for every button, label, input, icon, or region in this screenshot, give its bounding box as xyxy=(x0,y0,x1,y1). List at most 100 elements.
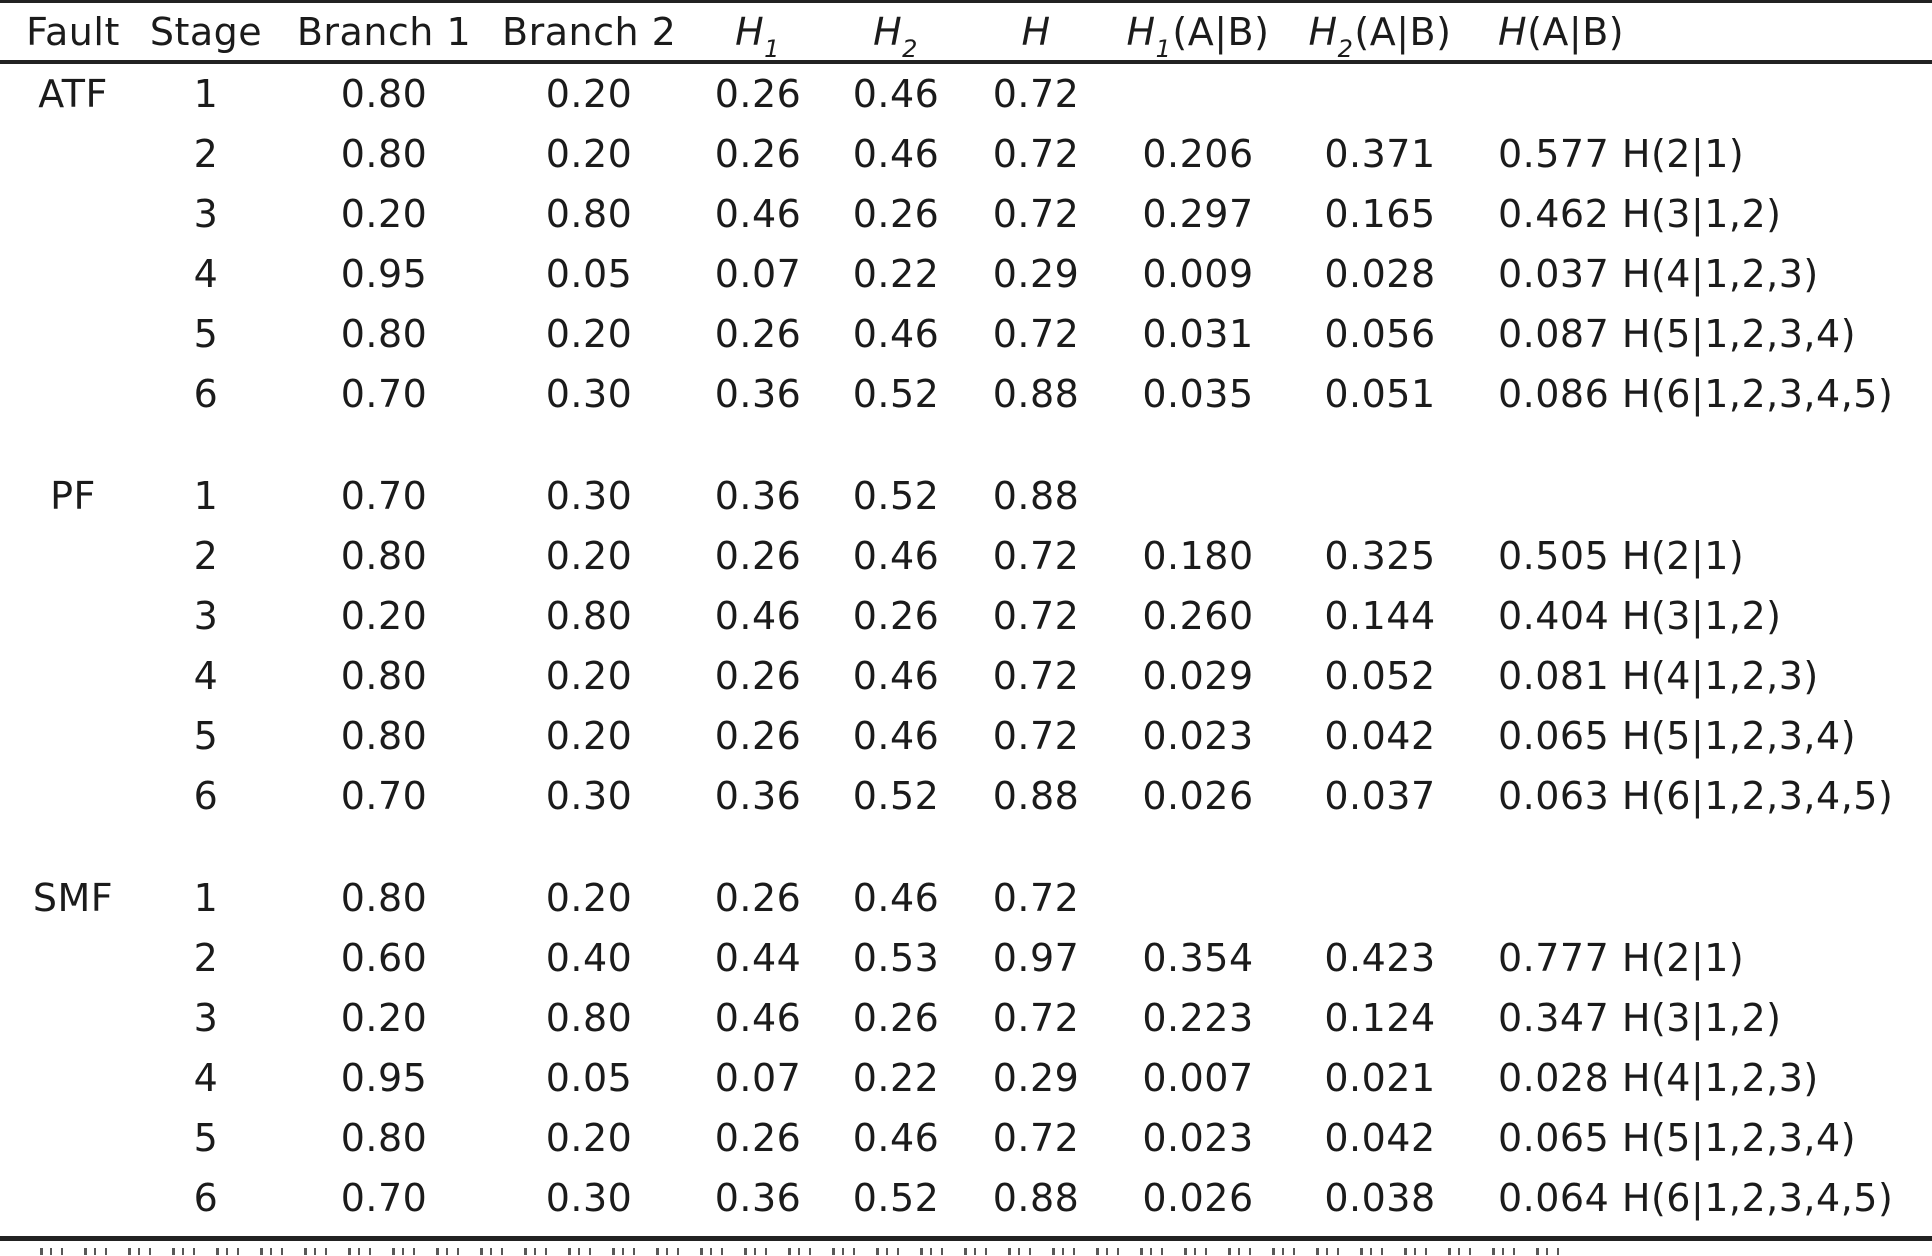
cell-h1_ab: 0.035 xyxy=(1142,372,1254,416)
cell-h_ab: 0.777 H(2|1) xyxy=(1498,936,1745,980)
cell-h: 0.72 xyxy=(992,534,1080,578)
cell-h1: 0.36 xyxy=(714,774,802,818)
cell-h1_ab: 0.206 xyxy=(1142,132,1254,176)
cell-h1_ab: 0.260 xyxy=(1142,594,1254,638)
cell-stage: 5 xyxy=(193,312,219,356)
table-row: 3 0.20 0.80 0.46 0.26 0.72 0.223 0.124 0.347 H(3… xyxy=(0,988,1932,1048)
header-condition: (A|B) xyxy=(1172,9,1270,54)
table-row: 4 0.95 0.05 0.07 0.22 0.29 0.009 0.028 0.037 H(4… xyxy=(0,244,1932,304)
table-row: PF 1 0.70 0.30 0.36 0.52 0.88 xyxy=(0,466,1932,526)
cell-h: 0.72 xyxy=(992,72,1080,116)
cell-h: 0.29 xyxy=(992,252,1080,296)
cell-h2: 0.53 xyxy=(852,936,940,980)
cell-h1_ab: 0.029 xyxy=(1142,654,1254,698)
cell-h2: 0.26 xyxy=(852,594,940,638)
header-symbol: H xyxy=(735,9,765,54)
cell-branch2: 0.20 xyxy=(545,312,633,356)
cell-branch1: 0.60 xyxy=(340,936,428,980)
cell-branch1: 0.80 xyxy=(340,312,428,356)
cell-h1: 0.46 xyxy=(714,192,802,236)
cell-h1_ab: 0.223 xyxy=(1142,996,1254,1040)
cell-branch2: 0.30 xyxy=(545,474,633,518)
cell-h_ab: 0.065 H(5|1,2,3,4) xyxy=(1498,714,1857,758)
cell-h1_ab: 0.023 xyxy=(1142,714,1254,758)
table-row: SMF 1 0.80 0.20 0.26 0.46 0.72 xyxy=(0,868,1932,928)
cell-h1_ab: 0.180 xyxy=(1142,534,1254,578)
col-header-stage: Stage xyxy=(149,9,263,54)
cell-branch1: 0.70 xyxy=(340,1176,428,1220)
cell-h2: 0.52 xyxy=(852,774,940,818)
cell-h2: 0.46 xyxy=(852,1116,940,1160)
col-header-branch2: Branch 2 xyxy=(502,9,677,54)
cell-h2_ab: 0.423 xyxy=(1324,936,1436,980)
cell-h: 0.72 xyxy=(992,312,1080,356)
cell-branch1: 0.80 xyxy=(340,72,428,116)
cell-stage: 1 xyxy=(193,474,219,518)
cell-branch1: 0.80 xyxy=(340,1116,428,1160)
cell-h1: 0.36 xyxy=(714,1176,802,1220)
table-row: 4 0.95 0.05 0.07 0.22 0.29 0.007 0.021 0.028 H(4… xyxy=(0,1048,1932,1108)
header-symbol: H xyxy=(1021,9,1051,54)
cell-h1: 0.36 xyxy=(714,474,802,518)
cell-branch1: 0.70 xyxy=(340,372,428,416)
table-row: 2 0.80 0.20 0.26 0.46 0.72 0.180 0.325 0.505 H(2… xyxy=(0,526,1932,586)
cell-stage: 4 xyxy=(193,1056,219,1100)
cell-h1: 0.26 xyxy=(714,654,802,698)
cell-branch1: 0.80 xyxy=(340,132,428,176)
col-header-branch1: Branch 1 xyxy=(296,9,472,54)
header-symbol: H xyxy=(1126,9,1156,54)
cell-branch2: 0.20 xyxy=(545,72,633,116)
cell-branch1: 0.70 xyxy=(340,474,428,518)
fault-section-pf: PF 1 0.70 0.30 0.36 0.52 0.88 2 0.80 0.20 0.26 0.46… xyxy=(0,466,1932,826)
cell-h_ab: 0.037 H(4|1,2,3) xyxy=(1498,252,1819,296)
table-row: 6 0.70 0.30 0.36 0.52 0.88 0.026 0.038 0.064 H(6… xyxy=(0,1168,1932,1228)
header-symbol: H xyxy=(873,9,903,54)
cell-h: 0.88 xyxy=(992,774,1080,818)
col-header-h2-given: H2(A|B) xyxy=(1276,9,1484,62)
cell-h1_ab: 0.031 xyxy=(1142,312,1254,356)
cell-branch1: 0.80 xyxy=(340,714,428,758)
cell-h2: 0.52 xyxy=(852,1176,940,1220)
cell-h2_ab: 0.056 xyxy=(1324,312,1436,356)
cell-stage: 3 xyxy=(193,192,219,236)
cell-stage: 2 xyxy=(193,534,219,578)
cell-stage: 4 xyxy=(193,252,219,296)
cell-h1_ab: 0.026 xyxy=(1142,1176,1254,1220)
header-symbol: H xyxy=(1498,9,1528,54)
table-body: ATF 1 0.80 0.20 0.26 0.46 0.72 2 0.80 0.20 0.26 0.4… xyxy=(0,64,1932,1228)
cell-stage: 3 xyxy=(193,996,219,1040)
col-header-h1: H1 xyxy=(676,9,840,62)
cell-h_ab: 0.505 H(2|1) xyxy=(1498,534,1745,578)
cell-h_ab: 0.028 H(4|1,2,3) xyxy=(1498,1056,1819,1100)
cell-stage: 5 xyxy=(193,1116,219,1160)
table-row: 3 0.20 0.80 0.46 0.26 0.72 0.297 0.165 0.462 H(3… xyxy=(0,184,1932,244)
cell-branch2: 0.30 xyxy=(545,774,633,818)
cell-branch2: 0.05 xyxy=(545,1056,633,1100)
header-subscript: 1 xyxy=(764,35,780,64)
cell-branch1: 0.80 xyxy=(340,534,428,578)
cell-h2: 0.22 xyxy=(852,1056,940,1100)
cell-stage: 1 xyxy=(193,72,219,116)
cell-h: 0.72 xyxy=(992,996,1080,1040)
cell-h_ab: 0.086 H(6|1,2,3,4,5) xyxy=(1498,372,1894,416)
cell-h1_ab: 0.026 xyxy=(1142,774,1254,818)
table-top-rule xyxy=(0,0,1932,3)
cell-h2: 0.46 xyxy=(852,654,940,698)
cell-h: 0.72 xyxy=(992,876,1080,920)
col-header-h: H xyxy=(952,10,1120,54)
cell-branch1: 0.80 xyxy=(340,654,428,698)
header-symbol: H xyxy=(1308,9,1338,54)
table-row: ATF 1 0.80 0.20 0.26 0.46 0.72 xyxy=(0,64,1932,124)
cell-h2: 0.46 xyxy=(852,72,940,116)
cell-h_ab: 0.577 H(2|1) xyxy=(1498,132,1745,176)
table-row: 5 0.80 0.20 0.26 0.46 0.72 0.031 0.056 0.087 H(5… xyxy=(0,304,1932,364)
cell-h2_ab: 0.037 xyxy=(1324,774,1436,818)
cell-h: 0.97 xyxy=(992,936,1080,980)
cell-h1: 0.46 xyxy=(714,996,802,1040)
cell-h2_ab: 0.124 xyxy=(1324,996,1436,1040)
header-condition: (A|B) xyxy=(1354,9,1452,54)
cell-h: 0.72 xyxy=(992,714,1080,758)
cell-h2: 0.52 xyxy=(852,372,940,416)
cell-h2_ab: 0.038 xyxy=(1324,1176,1436,1220)
cell-stage: 5 xyxy=(193,714,219,758)
